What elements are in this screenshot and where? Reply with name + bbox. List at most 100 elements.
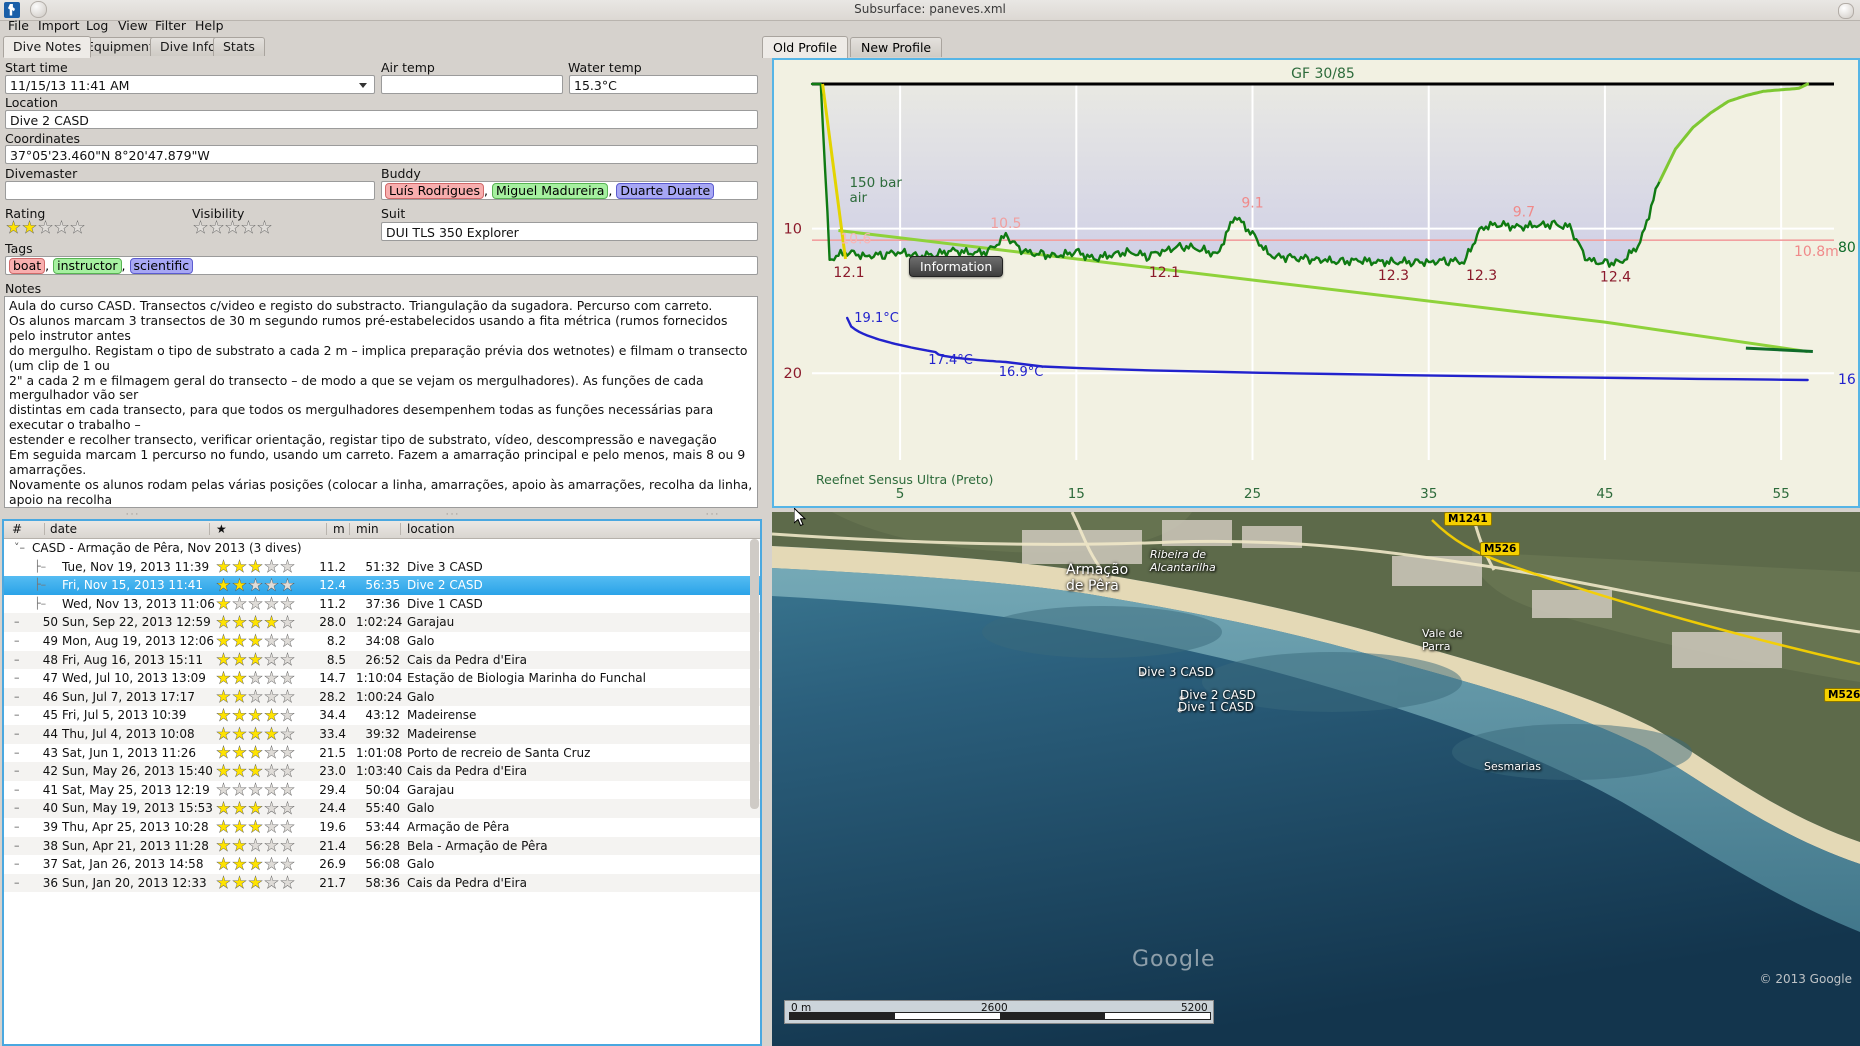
- star[interactable]: [232, 726, 248, 741]
- star[interactable]: [280, 763, 296, 779]
- star[interactable]: [6, 220, 22, 235]
- star[interactable]: [280, 559, 296, 574]
- tab-old-profile[interactable]: Old Profile: [762, 36, 849, 58]
- star[interactable]: [264, 875, 280, 890]
- star[interactable]: [248, 614, 264, 630]
- star[interactable]: [248, 577, 264, 593]
- buddy-chip[interactable]: Luís Rodrigues: [385, 183, 485, 199]
- star[interactable]: [280, 633, 296, 648]
- tab-dive-notes[interactable]: Dive Notes: [3, 36, 92, 58]
- buddy-input[interactable]: Luís Rodrigues, Miguel Madureira, Duarte…: [381, 181, 758, 200]
- star[interactable]: [280, 652, 296, 667]
- table-row[interactable]: – 40 Sun, May 19, 2013 15:53 24.4 55:40 Galo: [4, 799, 760, 818]
- dive-trip-group[interactable]: ˅– CASD - Armação de Pêra, Nov 2013 (3 di…: [4, 539, 760, 558]
- star[interactable]: [232, 614, 248, 630]
- map-marker-dive-1[interactable]: Dive 1 CASD: [1178, 700, 1254, 714]
- star[interactable]: [248, 726, 264, 741]
- tab-equipment[interactable]: Equipment: [76, 37, 164, 56]
- star[interactable]: [264, 707, 280, 723]
- star[interactable]: [232, 559, 248, 574]
- table-row[interactable]: – 38 Sun, Apr 21, 2013 11:28 21.4 56:28 Bela …: [4, 836, 760, 856]
- star[interactable]: [264, 819, 280, 834]
- column-header-date[interactable]: date: [50, 522, 78, 536]
- buddy-chip[interactable]: Duarte Duarte: [616, 183, 715, 199]
- table-row[interactable]: – 49 Mon, Aug 19, 2013 12:06 8.2 34:08 Galo: [4, 632, 760, 651]
- star[interactable]: [248, 670, 264, 686]
- star[interactable]: [38, 220, 54, 235]
- star[interactable]: [216, 745, 232, 760]
- tag-chip[interactable]: instructor: [53, 258, 122, 274]
- star[interactable]: [280, 670, 296, 686]
- menu-log[interactable]: Log: [86, 18, 109, 33]
- table-row[interactable]: – 46 Sun, Jul 7, 2013 17:17 28.2 1:00:24 Galo: [4, 687, 760, 707]
- table-row[interactable]: – 50 Sun, Sep 22, 2013 12:59 28.0 1:02:24 Gar…: [4, 613, 760, 632]
- map-marker-dive-2[interactable]: Dive 2 CASD: [1180, 688, 1256, 702]
- star[interactable]: [216, 707, 232, 723]
- buddy-chip[interactable]: Miguel Madureira: [491, 183, 609, 199]
- star[interactable]: [264, 763, 280, 779]
- dive-site-map[interactable]: Armação de Pêra Ribeira de Alcantarilha Va…: [772, 512, 1860, 1046]
- visibility-stars[interactable]: [193, 220, 273, 238]
- cell-rating[interactable]: [216, 577, 296, 596]
- star[interactable]: [216, 689, 232, 704]
- cell-rating[interactable]: [216, 633, 296, 651]
- table-row[interactable]: – 37 Sat, Jan 26, 2013 14:58 26.9 56:08 Galo: [4, 855, 760, 874]
- menu-import[interactable]: Import: [38, 18, 80, 33]
- location-input[interactable]: Dive 2 CASD: [5, 110, 758, 129]
- star[interactable]: [232, 875, 248, 890]
- star[interactable]: [248, 559, 264, 574]
- star[interactable]: [280, 726, 296, 741]
- tag-chip[interactable]: scientific: [129, 258, 194, 274]
- cell-rating[interactable]: [216, 856, 296, 875]
- dive-list-body[interactable]: ˅– CASD - Armação de Pêra, Nov 2013 (3 di…: [4, 539, 760, 893]
- table-row[interactable]: – 48 Fri, Aug 16, 2013 15:11 8.5 26:52 Cais d…: [4, 650, 760, 670]
- cell-rating[interactable]: [216, 819, 296, 837]
- star[interactable]: [264, 689, 280, 704]
- star[interactable]: [248, 782, 264, 797]
- star[interactable]: [225, 220, 241, 235]
- star[interactable]: [280, 577, 296, 593]
- menu-filter[interactable]: Filter: [155, 18, 186, 33]
- star[interactable]: [248, 652, 264, 667]
- star[interactable]: [280, 614, 296, 630]
- star[interactable]: [264, 782, 280, 797]
- dive-list[interactable]: # date ★ m min location ˅– CASD - Armação…: [2, 519, 762, 1046]
- star[interactable]: [264, 614, 280, 630]
- table-row[interactable]: ├– Tue, Nov 19, 2013 11:39 11.2 51:32 Dive 3…: [4, 558, 760, 577]
- start-time-input[interactable]: 11/15/13 11:41 AM: [5, 75, 375, 94]
- table-row[interactable]: ├– Fri, Nov 15, 2013 11:41 12.4 56:35 Dive 2…: [4, 576, 760, 595]
- rating-stars[interactable]: [6, 220, 86, 238]
- star[interactable]: [216, 577, 232, 593]
- suit-input[interactable]: DUI TLS 350 Explorer: [381, 222, 758, 241]
- cell-rating[interactable]: [216, 670, 296, 689]
- star[interactable]: [248, 745, 264, 760]
- star[interactable]: [264, 652, 280, 667]
- star[interactable]: [54, 220, 70, 235]
- star[interactable]: [70, 220, 86, 235]
- star[interactable]: [232, 652, 248, 667]
- table-row[interactable]: ├– Wed, Nov 13, 2013 11:06 11.2 37:36 Dive 1…: [4, 595, 760, 614]
- column-header-rating[interactable]: ★: [216, 522, 227, 536]
- star[interactable]: [248, 875, 264, 890]
- map-marker-dive-3[interactable]: Dive 3 CASD: [1138, 665, 1214, 679]
- star[interactable]: [232, 856, 248, 872]
- star[interactable]: [248, 596, 264, 611]
- cell-rating[interactable]: [216, 689, 296, 707]
- star[interactable]: [22, 220, 38, 235]
- dive-list-scrollbar[interactable]: [750, 539, 759, 809]
- table-row[interactable]: – 47 Wed, Jul 10, 2013 13:09 14.7 1:10:04 Est…: [4, 669, 760, 688]
- dive-profile-chart[interactable]: GF 30/85 150 bar air 80 10.8m Reefnet Sensus …: [772, 58, 1860, 508]
- star[interactable]: [264, 559, 280, 574]
- cell-rating[interactable]: [216, 707, 296, 726]
- star[interactable]: [232, 782, 248, 797]
- cell-rating[interactable]: [216, 652, 296, 670]
- table-row[interactable]: – 45 Fri, Jul 5, 2013 10:39 34.4 43:12 Madeir…: [4, 706, 760, 725]
- star[interactable]: [216, 875, 232, 890]
- star[interactable]: [232, 670, 248, 686]
- horizontal-splitter[interactable]: ··· ··· ···: [0, 511, 762, 520]
- star[interactable]: [280, 745, 296, 760]
- star[interactable]: [280, 838, 296, 853]
- star[interactable]: [232, 838, 248, 853]
- star[interactable]: [232, 633, 248, 648]
- tab-stats[interactable]: Stats: [213, 37, 265, 56]
